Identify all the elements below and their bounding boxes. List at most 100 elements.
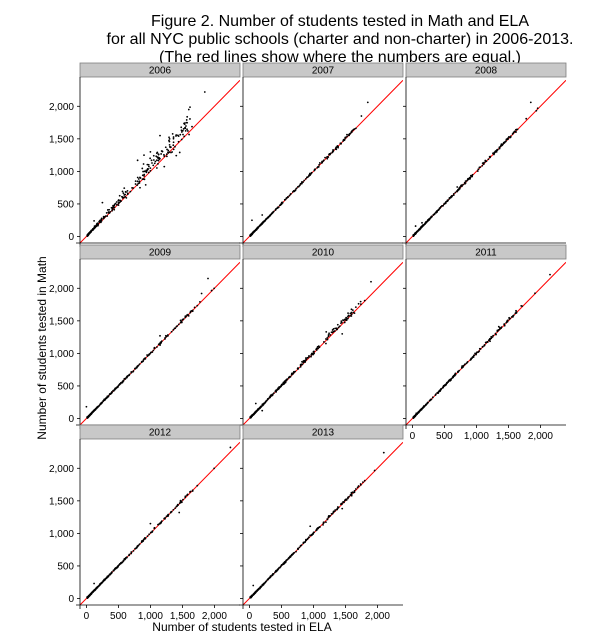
data-point	[299, 365, 302, 368]
data-point	[144, 357, 147, 359]
data-point	[505, 321, 508, 324]
data-point	[450, 377, 453, 380]
data-point	[149, 352, 151, 355]
facet-strip	[242, 62, 404, 78]
data-point	[186, 115, 189, 118]
data-point	[439, 389, 442, 391]
data-point	[354, 306, 357, 309]
data-point	[304, 177, 307, 180]
data-point	[187, 108, 190, 111]
data-point	[322, 159, 325, 162]
data-point	[113, 203, 116, 206]
data-point	[130, 551, 133, 554]
data-point	[147, 171, 150, 174]
data-point	[344, 318, 347, 321]
data-point	[175, 505, 178, 508]
data-point	[342, 501, 344, 503]
data-point	[426, 220, 429, 223]
data-point	[182, 498, 184, 501]
data-point	[259, 224, 261, 227]
data-point	[343, 321, 346, 324]
data-point	[171, 132, 174, 135]
data-point	[503, 323, 506, 325]
data-point	[310, 171, 313, 174]
data-point	[504, 140, 507, 143]
data-point	[277, 387, 280, 389]
data-point	[346, 133, 348, 136]
data-point	[346, 135, 348, 138]
data-point	[496, 330, 499, 333]
x-tick-label: 2,000	[365, 611, 390, 622]
data-point	[333, 330, 336, 332]
scatter-points	[412, 273, 551, 419]
data-point	[446, 200, 449, 202]
data-point	[285, 379, 288, 382]
data-point	[143, 154, 145, 157]
data-point	[112, 204, 114, 207]
data-point	[87, 234, 90, 237]
data-point	[147, 163, 150, 166]
facet-strip-label: 2006	[149, 66, 172, 77]
data-point	[312, 350, 315, 353]
data-point	[250, 233, 253, 236]
data-point	[107, 574, 110, 577]
data-point	[466, 361, 469, 363]
data-point	[136, 184, 139, 187]
data-point	[515, 311, 518, 314]
data-point	[325, 338, 327, 340]
data-point	[512, 316, 514, 318]
data-point	[117, 204, 120, 207]
data-point	[146, 354, 149, 356]
data-point	[332, 511, 335, 514]
data-point	[454, 191, 457, 194]
data-point	[164, 517, 166, 520]
data-point	[152, 159, 155, 161]
data-point	[287, 557, 290, 560]
data-point	[95, 407, 97, 410]
data-point	[310, 534, 313, 536]
data-point	[477, 351, 480, 353]
facet-panel-2009: 2009 0 500 1,000 1,500 2,000	[49, 244, 241, 429]
data-point	[423, 405, 426, 408]
data-point	[335, 148, 338, 151]
data-point	[105, 212, 108, 214]
data-point	[119, 200, 122, 203]
y-tick-label: 1,000	[49, 529, 74, 540]
data-point	[174, 145, 176, 148]
data-point	[141, 167, 144, 170]
data-point	[341, 507, 344, 510]
data-point	[470, 174, 472, 177]
data-point	[300, 182, 303, 185]
data-point	[433, 213, 436, 216]
data-point	[509, 135, 512, 138]
data-point	[301, 360, 303, 363]
facet-strip-label: 2012	[149, 428, 172, 439]
data-point	[440, 387, 443, 390]
data-point	[329, 334, 332, 336]
data-point	[312, 531, 315, 534]
data-point	[260, 405, 263, 408]
data-point	[264, 218, 267, 221]
data-point	[353, 489, 356, 492]
data-point	[487, 158, 490, 161]
data-point	[290, 373, 293, 376]
chart-title-line-3: (The red lines show where the numbers ar…	[159, 49, 521, 66]
y-tick-label: 1,500	[49, 316, 74, 327]
data-point	[301, 363, 304, 366]
data-point	[185, 119, 188, 121]
data-point	[117, 202, 120, 205]
data-point	[253, 592, 255, 595]
data-point	[179, 501, 182, 504]
data-point	[503, 324, 506, 327]
data-point	[96, 586, 99, 588]
data-point	[271, 393, 274, 396]
data-point	[88, 231, 91, 234]
data-point	[425, 403, 427, 406]
data-point	[96, 406, 99, 409]
data-point	[283, 381, 286, 384]
data-point	[263, 402, 266, 405]
data-point	[153, 347, 156, 350]
data-point	[491, 336, 494, 338]
data-point	[464, 363, 466, 366]
data-point	[98, 404, 101, 407]
